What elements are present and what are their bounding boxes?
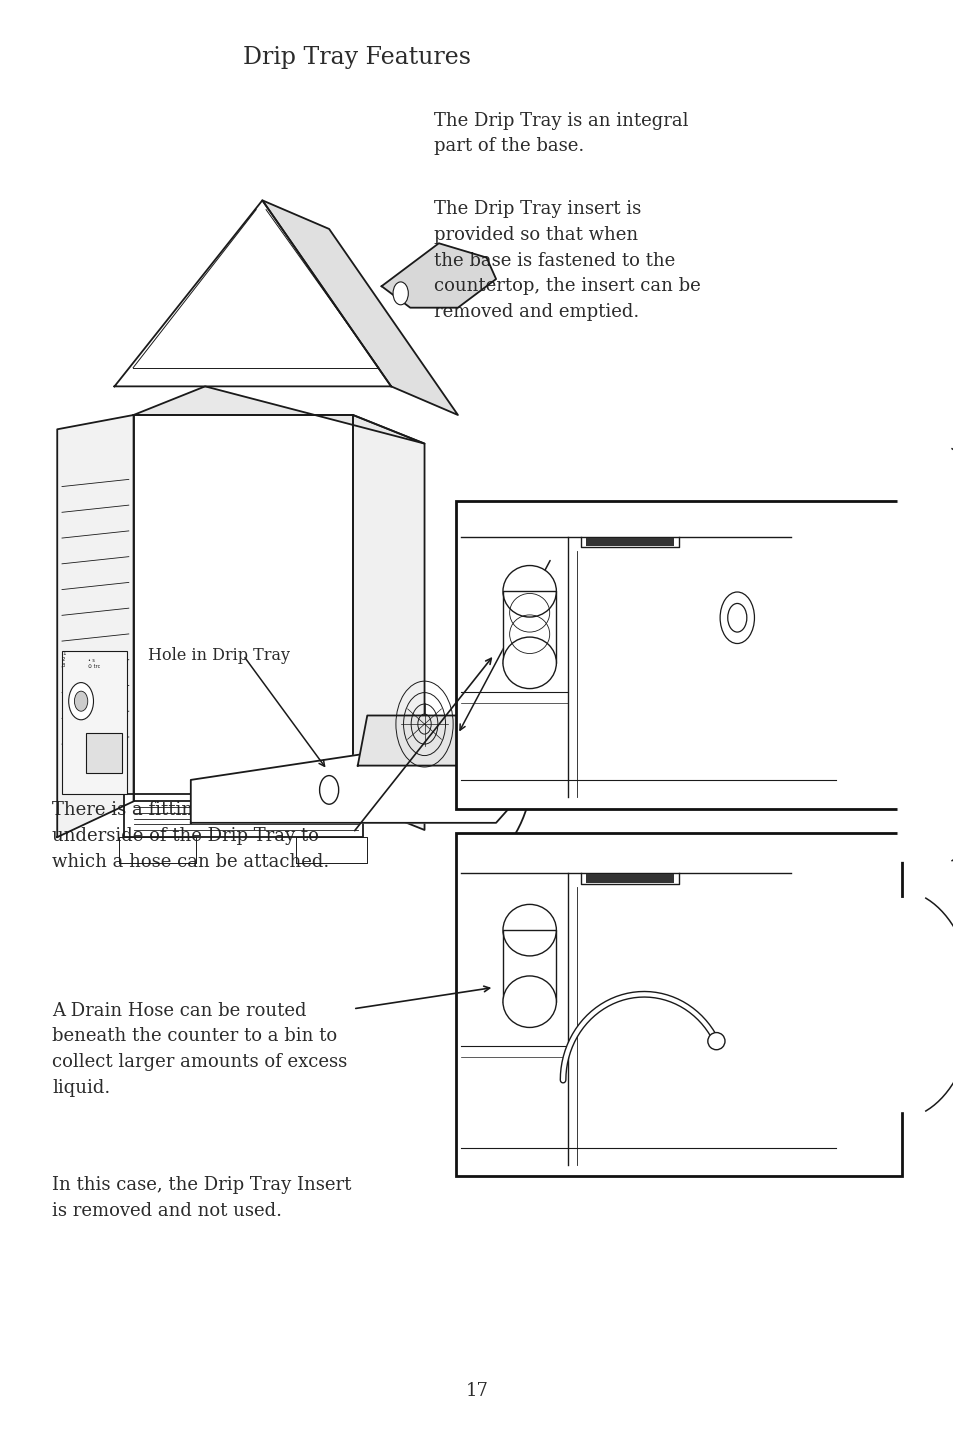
Circle shape <box>727 604 746 633</box>
FancyBboxPatch shape <box>585 538 674 547</box>
Text: There is a fitting located on the
underside of the Drip Tray to
which a hose can: There is a fitting located on the unders… <box>52 801 341 870</box>
Polygon shape <box>295 837 367 863</box>
Text: In this case, the Drip Tray Insert
is removed and not used.: In this case, the Drip Tray Insert is re… <box>52 1176 352 1221</box>
Ellipse shape <box>502 637 556 688</box>
Circle shape <box>69 683 93 720</box>
Polygon shape <box>114 200 391 386</box>
Ellipse shape <box>502 565 556 617</box>
Circle shape <box>720 592 754 644</box>
Polygon shape <box>357 716 486 766</box>
Polygon shape <box>191 744 515 823</box>
Text: Drip Tray Insert: Drip Tray Insert <box>551 550 682 567</box>
Polygon shape <box>119 837 195 863</box>
FancyBboxPatch shape <box>456 833 902 1176</box>
FancyBboxPatch shape <box>460 840 897 1169</box>
Polygon shape <box>133 415 353 801</box>
Text: Hole in Drip Tray: Hole in Drip Tray <box>148 647 290 664</box>
FancyBboxPatch shape <box>62 651 127 794</box>
Polygon shape <box>57 415 133 837</box>
Ellipse shape <box>502 904 556 956</box>
Polygon shape <box>502 591 556 663</box>
FancyBboxPatch shape <box>456 501 902 809</box>
Ellipse shape <box>502 976 556 1027</box>
Polygon shape <box>381 243 496 308</box>
Polygon shape <box>262 200 457 415</box>
Polygon shape <box>133 386 424 444</box>
Circle shape <box>74 691 88 711</box>
Text: 17: 17 <box>465 1381 488 1400</box>
Polygon shape <box>124 794 362 837</box>
FancyBboxPatch shape <box>86 733 122 773</box>
Text: Drip Tray Features: Drip Tray Features <box>243 46 471 69</box>
Circle shape <box>393 282 408 305</box>
FancyBboxPatch shape <box>460 508 897 801</box>
Circle shape <box>319 776 338 804</box>
FancyBboxPatch shape <box>585 874 674 883</box>
Text: 1
2
3: 1 2 3 <box>62 651 66 668</box>
Polygon shape <box>353 415 424 830</box>
Text: The Drip Tray insert is
provided so that when
the base is fastened to the
counte: The Drip Tray insert is provided so that… <box>434 200 700 321</box>
Ellipse shape <box>707 1033 724 1050</box>
Polygon shape <box>502 930 556 1002</box>
Text: The Drip Tray is an integral
part of the base.: The Drip Tray is an integral part of the… <box>434 112 688 156</box>
Text: A Drain Hose can be routed
beneath the counter to a bin to
collect larger amount: A Drain Hose can be routed beneath the c… <box>52 1002 347 1096</box>
Text: • s
⊙ trc: • s ⊙ trc <box>88 658 100 670</box>
